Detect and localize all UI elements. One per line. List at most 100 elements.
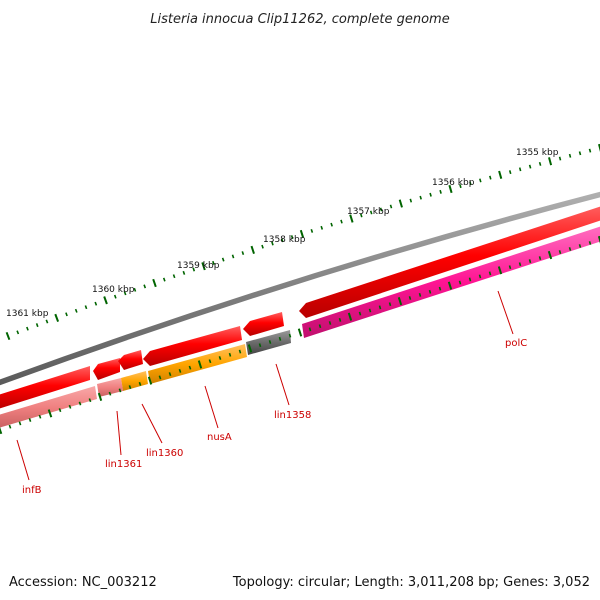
- outer-scale-minor-tick: [192, 267, 196, 272]
- gene-leaders: [16, 290, 514, 481]
- outer-scale-minor-tick: [231, 254, 235, 259]
- outer-scale-major-tick: [5, 331, 11, 341]
- inner-scale-minor-tick: [328, 321, 332, 325]
- cds-infB-track[interactable]: [0, 386, 97, 429]
- gene-label-lin1360[interactable]: lin1360: [146, 448, 183, 459]
- gene-label-infB[interactable]: infB: [22, 485, 42, 496]
- outer-scale-minor-tick: [172, 274, 176, 279]
- inner-scale-minor-tick: [468, 277, 472, 282]
- outer-scale-minor-tick: [16, 330, 20, 335]
- outer-scale-minor-tick: [26, 326, 29, 331]
- inner-scale-minor-tick: [478, 274, 482, 279]
- outer-scale-minor-tick: [360, 213, 363, 218]
- inner-scale-minor-tick: [38, 414, 42, 419]
- gene-label-nusA[interactable]: nusA: [207, 432, 232, 443]
- outer-scale-minor-tick: [280, 238, 284, 243]
- inner-scale-minor-tick: [158, 375, 162, 380]
- outer-scale-minor-tick: [35, 323, 39, 328]
- inner-scale-minor-tick: [168, 372, 172, 377]
- cds-lin1358-forward[interactable]: [243, 312, 284, 336]
- outer-scale-minor-tick: [241, 251, 245, 256]
- gene-label-lin1361[interactable]: lin1361: [105, 459, 142, 470]
- inner-scale-minor-tick: [28, 418, 32, 422]
- cds-lin1361-forward[interactable]: [93, 358, 120, 380]
- outer-scale-minor-tick: [489, 175, 492, 180]
- inner-scale-minor-tick: [8, 424, 12, 429]
- outer-scale-minor-tick: [182, 270, 186, 275]
- accession-text: Accession: NC_003212: [9, 575, 157, 590]
- inner-scale-minor-tick: [368, 308, 372, 313]
- cds-lin1358-track[interactable]: [246, 330, 291, 355]
- outer-scale-minor-tick: [588, 148, 592, 153]
- leader-infB: [16, 439, 30, 481]
- outer-scale-major-tick: [250, 245, 255, 255]
- outer-scale-minor-tick: [123, 291, 127, 296]
- outer-scale-minor-tick: [409, 198, 413, 203]
- inner-scale-minor-tick: [138, 381, 142, 386]
- cds-polC-track[interactable]: [302, 225, 600, 338]
- outer-scale-minor-tick: [74, 308, 78, 313]
- inner-scale-ticks: [0, 235, 600, 435]
- outer-scale-minor-tick: [369, 210, 373, 215]
- outer-scale-major-tick: [299, 229, 305, 239]
- inner-scale-minor-tick: [588, 241, 592, 245]
- genome-backbone: [0, 191, 600, 386]
- outer-scale-minor-tick: [84, 305, 88, 310]
- inner-scale-major-tick: [397, 296, 403, 306]
- outer-scale-minor-tick: [113, 294, 117, 299]
- inner-scale-major-tick: [597, 235, 600, 244]
- outer-scale-minor-tick: [538, 161, 542, 166]
- outer-scale-minor-tick: [379, 207, 383, 212]
- outer-scale-minor-tick: [310, 228, 314, 233]
- inner-scale-minor-tick: [258, 343, 262, 348]
- leader-lin1360: [141, 403, 163, 444]
- inner-scale-major-tick: [47, 409, 53, 418]
- cds-nusA-forward[interactable]: [143, 326, 242, 366]
- inner-scale-major-tick: [0, 426, 3, 435]
- cds-lin1361-track[interactable]: [97, 378, 123, 397]
- inner-scale-minor-tick: [358, 311, 362, 316]
- outer-scale-major-tick: [54, 313, 60, 322]
- cds-nusA-track[interactable]: [148, 344, 247, 384]
- outer-scale-minor-tick: [479, 178, 482, 183]
- inner-scale-minor-tick: [338, 317, 342, 322]
- gene-label-lin1358[interactable]: lin1358: [274, 410, 311, 421]
- inner-scale-minor-tick: [318, 324, 322, 329]
- inner-scale-minor-tick: [568, 247, 572, 251]
- inner-scale-minor-tick: [108, 391, 112, 396]
- outer-scale-minor-tick: [143, 284, 147, 289]
- cds-lin1360-forward[interactable]: [118, 350, 143, 370]
- inner-scale-major-tick: [247, 344, 253, 353]
- inner-scale-major-tick: [97, 392, 103, 402]
- scale-label-1357: 1357 kbp: [347, 207, 390, 217]
- scale-label-1359: 1359 kbp: [177, 261, 220, 271]
- inner-scale-minor-tick: [528, 259, 532, 264]
- outer-scale-major-tick: [152, 278, 157, 288]
- outer-scale-minor-tick: [94, 301, 98, 306]
- inner-scale-minor-tick: [278, 336, 282, 341]
- inner-scale-minor-tick: [218, 356, 222, 360]
- leader-lin1358: [275, 363, 290, 406]
- outer-scale-major-tick: [398, 199, 403, 208]
- scale-label-1361: 1361 kbp: [6, 309, 49, 319]
- outer-scale-major-tick: [349, 214, 354, 223]
- cds-lin1360-track[interactable]: [121, 371, 148, 391]
- inner-scale-minor-tick: [58, 408, 62, 413]
- inner-scale-minor-tick: [128, 385, 132, 390]
- inner-scale-major-tick: [197, 360, 203, 369]
- outer-scale-minor-tick: [212, 260, 215, 265]
- inner-scale-minor-tick: [438, 286, 442, 291]
- outer-scale-minor-tick: [45, 319, 49, 324]
- leader-polC: [497, 290, 514, 335]
- outer-scale-minor-tick: [439, 189, 442, 194]
- inner-scale-minor-tick: [18, 421, 22, 426]
- outer-scale-minor-tick: [568, 153, 572, 158]
- cds-infB-forward[interactable]: [0, 366, 90, 410]
- outer-scale-minor-tick: [261, 244, 264, 249]
- outer-scale-minor-tick: [330, 222, 333, 227]
- outer-scale-minor-tick: [508, 170, 512, 175]
- gene-label-polC[interactable]: polC: [505, 338, 527, 349]
- cds-polC-forward[interactable]: [299, 205, 600, 318]
- inner-scale-minor-tick: [428, 289, 432, 294]
- inner-scale-minor-tick: [78, 401, 82, 406]
